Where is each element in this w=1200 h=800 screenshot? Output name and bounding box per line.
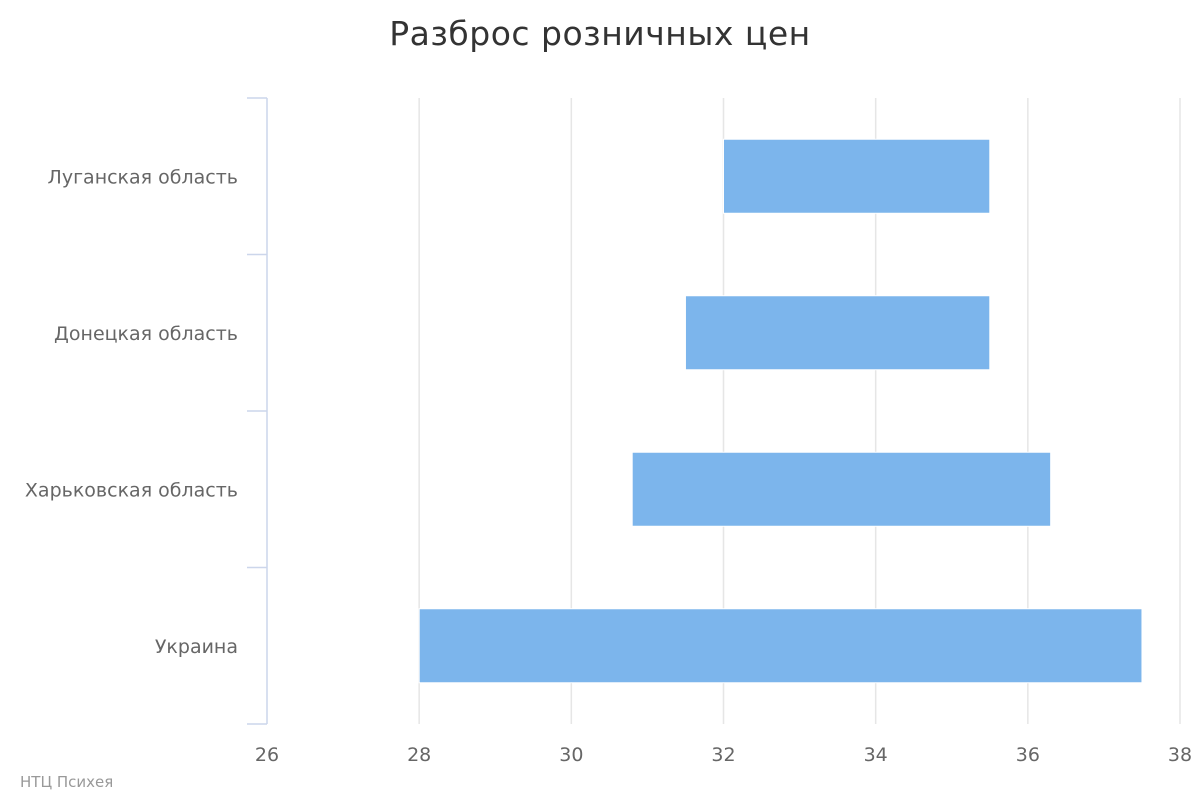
- x-tick-label: 32: [711, 744, 735, 766]
- category-axis: [247, 97, 268, 725]
- x-tick-label: 34: [864, 744, 888, 766]
- credits-label: НТЦ Психея: [20, 773, 114, 791]
- x-tick-label: 36: [1016, 744, 1040, 766]
- range-bar[interactable]: [723, 138, 991, 214]
- category-label: Украина: [155, 636, 238, 658]
- bar-series: [418, 138, 1143, 684]
- category-label: Харьковская область: [25, 479, 238, 501]
- x-tick-label: 26: [255, 744, 279, 766]
- x-tick-label: 38: [1168, 744, 1192, 766]
- category-label: Луганская область: [48, 166, 238, 188]
- chart-title: Разброс розничных цен: [389, 14, 811, 53]
- category-label: Донецкая область: [54, 323, 238, 345]
- x-tick-label: 30: [559, 744, 583, 766]
- range-bar[interactable]: [684, 295, 991, 371]
- range-bar[interactable]: [418, 608, 1143, 684]
- x-tick-label: 28: [407, 744, 431, 766]
- category-labels: Луганская область Донецкая область Харьков…: [25, 166, 238, 658]
- value-axis-labels: 26 28 30 32 34 36 38: [255, 744, 1192, 766]
- range-bar[interactable]: [631, 451, 1052, 527]
